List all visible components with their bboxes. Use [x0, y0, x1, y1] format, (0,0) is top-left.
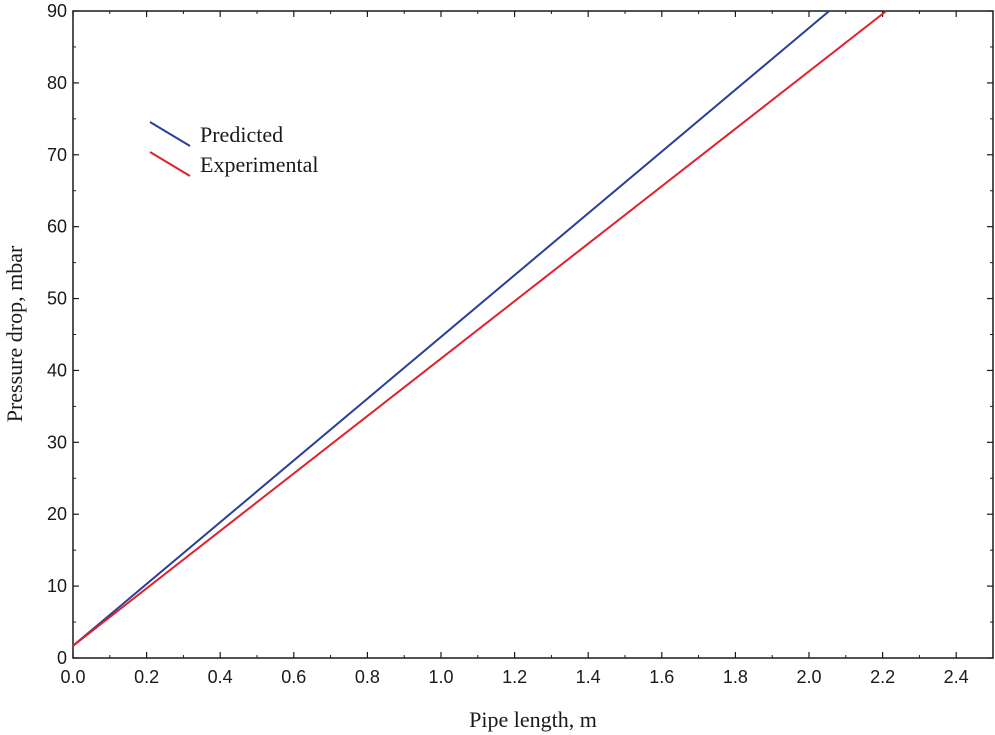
legend-swatch-experimental — [149, 151, 191, 177]
x-axis-title: Pipe length, m — [469, 707, 597, 732]
y-tick-label: 10 — [47, 576, 67, 596]
x-tick-label: 2.2 — [870, 667, 895, 687]
y-tick-label: 40 — [47, 360, 67, 380]
y-tick-label: 80 — [47, 73, 67, 93]
axis-ticks: 0.0 0.2 0.4 0.6 0.8 1.0 1.2 1.4 1.6 1.8 2.0 2.2 2.4 0… — [47, 1, 993, 687]
x-tick-label: 1.6 — [649, 667, 674, 687]
y-tick-label: 20 — [47, 504, 67, 524]
y-tick-label: 50 — [47, 289, 67, 309]
y-tick-label: 30 — [47, 432, 67, 452]
series-line-predicted — [72, 10, 830, 647]
x-tick-label: 0.2 — [134, 667, 159, 687]
y-tick-label: 0 — [57, 648, 67, 668]
legend-label-predicted: Predicted — [200, 122, 283, 147]
x-tick-label: 1.8 — [723, 667, 748, 687]
legend-label-experimental: Experimental — [200, 152, 319, 177]
y-tick-label: 70 — [47, 145, 67, 165]
series-lines — [72, 10, 887, 647]
x-tick-label: 0.8 — [355, 667, 380, 687]
x-tick-label: 1.2 — [502, 667, 527, 687]
series-line-experimental — [72, 10, 887, 647]
legend: Predicted Experimental — [149, 121, 319, 177]
y-tick-label: 60 — [47, 217, 67, 237]
x-tick-label: 2.4 — [944, 667, 969, 687]
y-axis-title: Pressure drop, mbar — [2, 245, 27, 422]
x-tick-label: 2.0 — [796, 667, 821, 687]
x-tick-label: 0.4 — [208, 667, 233, 687]
x-tick-label: 0.0 — [60, 667, 85, 687]
y-tick-label: 90 — [47, 1, 67, 21]
x-tick-label: 0.6 — [281, 667, 306, 687]
x-tick-label: 1.4 — [576, 667, 601, 687]
plot-frame — [72, 10, 994, 659]
x-tick-label: 1.0 — [428, 667, 453, 687]
legend-swatch-predicted — [149, 121, 191, 147]
